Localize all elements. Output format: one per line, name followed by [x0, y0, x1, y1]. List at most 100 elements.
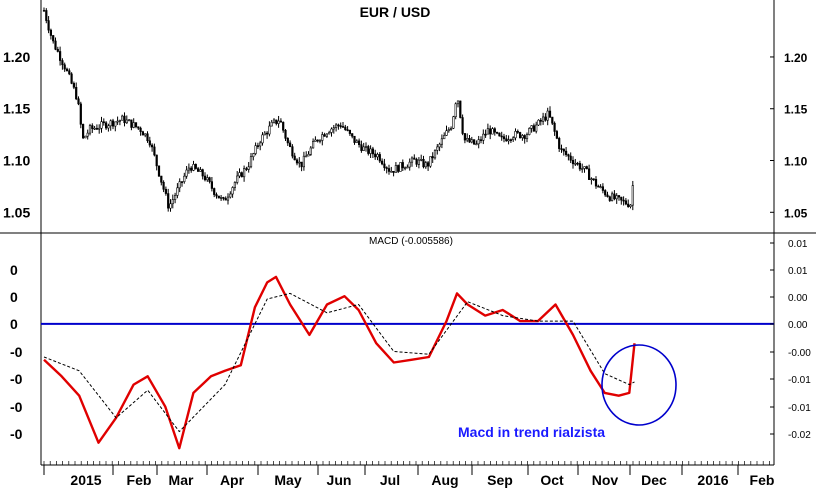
- price-chart-title: EUR / USD: [360, 4, 431, 20]
- price-candle-body: [477, 139, 480, 145]
- price-ytick-right: 1.20: [784, 51, 808, 65]
- price-candle-body: [206, 177, 209, 181]
- price-candle-body: [222, 197, 225, 199]
- price-candle-body: [576, 162, 579, 165]
- price-candle-body: [454, 103, 457, 118]
- price-candle-body: [459, 100, 462, 118]
- price-candle-body: [265, 132, 269, 135]
- price-candle-body: [233, 182, 237, 188]
- price-candle-body: [606, 194, 609, 198]
- macd-ytick-left: -0: [10, 344, 23, 360]
- x-tick-label: Dec: [641, 472, 667, 488]
- price-candle-body: [581, 168, 584, 170]
- price-candle-body: [420, 159, 423, 161]
- macd-ytick-right: -0.01: [788, 375, 811, 386]
- price-candle-body: [452, 116, 455, 129]
- price-candle-body: [456, 100, 460, 105]
- price-candle-body: [590, 178, 593, 181]
- price-candle-body: [466, 138, 469, 141]
- price-candle-body: [141, 131, 145, 136]
- price-candle-body: [624, 200, 627, 205]
- price-candle-body: [238, 172, 241, 177]
- price-candle-body: [187, 167, 191, 171]
- price-candle-body: [560, 148, 563, 150]
- price-candle-body: [341, 126, 345, 128]
- price-candle-body: [493, 128, 496, 133]
- price-candle-body: [353, 135, 356, 143]
- price-candle-body: [109, 120, 112, 127]
- price-candle-body: [98, 127, 101, 130]
- price-candle-body: [512, 137, 515, 141]
- macd-ytick-right: 0.00: [788, 320, 808, 331]
- price-candle-body: [597, 185, 600, 188]
- price-ytick-left: 1.10: [3, 153, 30, 169]
- price-candle-body: [321, 134, 324, 141]
- macd-ytick-left: 0: [10, 316, 18, 332]
- price-candle-body: [155, 154, 158, 167]
- price-candle-body: [183, 175, 186, 182]
- price-candle-body: [148, 140, 151, 146]
- price-candle-body: [226, 196, 230, 201]
- price-candle-body: [495, 131, 499, 134]
- price-candle-body: [88, 125, 92, 134]
- price-candle-body: [91, 125, 94, 129]
- price-candle-body: [171, 199, 174, 205]
- price-candle-body: [525, 134, 529, 140]
- price-candle-body: [169, 203, 172, 209]
- price-candle-body: [440, 138, 444, 145]
- price-candle-body: [369, 148, 372, 154]
- price-candle-body: [397, 165, 400, 172]
- price-candle-body: [558, 138, 561, 149]
- price-candle-body: [300, 161, 303, 168]
- price-ytick-right: 1.10: [784, 155, 808, 169]
- price-candle-body: [72, 83, 75, 88]
- x-tick-label: Nov: [592, 472, 619, 488]
- price-candle-body: [49, 29, 52, 36]
- price-candle-body: [325, 133, 329, 137]
- price-candle-body: [578, 163, 581, 170]
- price-candle-body: [551, 116, 554, 124]
- price-candle-body: [203, 175, 207, 181]
- price-candle-body: [164, 188, 168, 194]
- price-candle-body: [286, 138, 289, 144]
- price-candle-body: [309, 147, 312, 155]
- price-candle-body: [254, 145, 257, 154]
- price-candle-body: [247, 166, 250, 170]
- price-candle-body: [82, 123, 85, 139]
- price-candle-body: [118, 119, 121, 122]
- x-tick-label: 2016: [697, 472, 728, 488]
- x-tick-label: Apr: [220, 472, 245, 488]
- price-candle-body: [594, 179, 598, 187]
- price-candle-body: [514, 130, 517, 139]
- macd-ytick-left: 0: [10, 289, 18, 305]
- price-candle-body: [224, 198, 227, 201]
- price-candle-body: [360, 144, 363, 151]
- price-candle-body: [583, 166, 586, 169]
- price-candle-body: [392, 170, 395, 173]
- price-candle-body: [362, 146, 365, 151]
- price-candle-body: [270, 121, 273, 127]
- price-candle-body: [47, 20, 50, 31]
- price-candle-body: [86, 132, 89, 137]
- price-candle-body: [332, 127, 335, 130]
- signal-line: [43, 292, 635, 433]
- price-candle-body: [243, 168, 246, 178]
- price-candle-body: [608, 196, 611, 201]
- price-candle-body: [387, 168, 391, 172]
- price-candle-body: [491, 128, 494, 135]
- price-candle-body: [56, 49, 59, 52]
- price-candle-body: [523, 135, 526, 140]
- price-candle-body: [574, 162, 577, 165]
- price-candle-body: [535, 124, 538, 132]
- price-ytick-right: 1.05: [784, 206, 808, 220]
- price-candle-body: [385, 167, 388, 169]
- macd-ytick-right: 0.01: [788, 266, 808, 277]
- price-candle-body: [620, 196, 623, 201]
- price-candle-body: [518, 132, 522, 139]
- price-candle-body: [302, 155, 306, 168]
- price-candle-body: [151, 144, 154, 148]
- price-candle-body: [505, 138, 508, 142]
- price-candle-body: [100, 121, 103, 129]
- macd-ytick-right: 0.01: [788, 239, 808, 250]
- annotation-text: Macd in trend rialzista: [458, 424, 605, 440]
